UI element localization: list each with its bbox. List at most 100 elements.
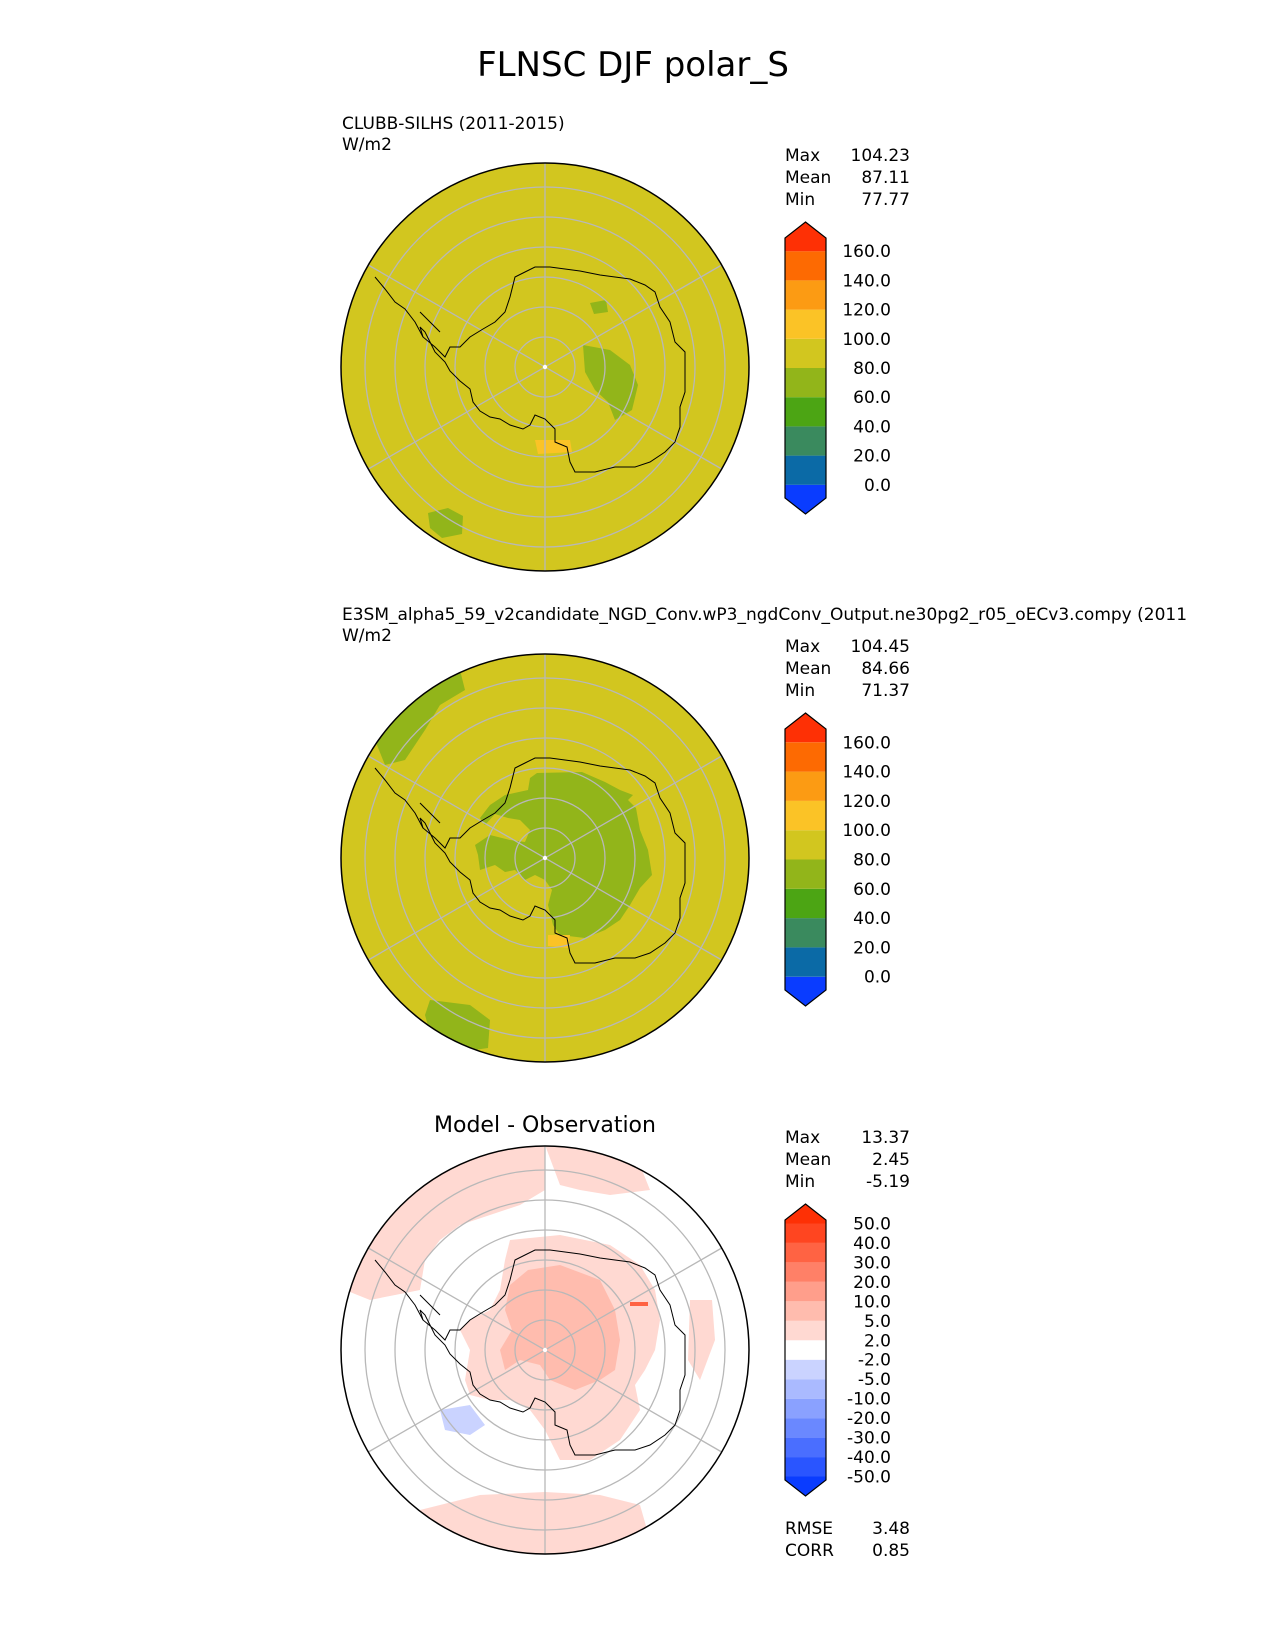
colorbar-tick-label: -10.0: [847, 1390, 891, 1410]
colorbar-segment: [785, 742, 826, 772]
stat-min-label: Min: [785, 1172, 815, 1192]
colorbar-segment: [785, 947, 826, 977]
panel-test-title: CLUBB-SILHS (2011-2015): [342, 114, 565, 134]
colorbar-tick-label: -2.0: [858, 1351, 891, 1371]
colorbar-segment: [785, 1262, 826, 1282]
colorbar-tick-label: 40.0: [853, 1234, 891, 1254]
colorbar-tick-label: 0.0: [864, 476, 891, 496]
colorbar-tick-label: 10.0: [853, 1292, 891, 1312]
stat-min-value: -5.19: [866, 1172, 910, 1192]
colorbar-tick-label: 5.0: [864, 1312, 891, 1332]
colorbar-outline: [784, 1203, 827, 1497]
colorbar-tick-label: 80.0: [853, 851, 891, 871]
colorbar-segment: [785, 1437, 826, 1458]
colorbar-segment: [785, 830, 826, 860]
colorbar-segment: [785, 484, 826, 514]
colorbar-tick-label: 40.0: [853, 417, 891, 437]
colorbar-tick-label: -30.0: [847, 1429, 891, 1449]
colorbar-segment: [785, 1476, 826, 1496]
colorbar-tick-label: 60.0: [853, 388, 891, 408]
metric-rmse-label: RMSE: [785, 1519, 833, 1539]
colorbar-tick-label: 120.0: [842, 301, 891, 321]
colorbar-segment: [785, 1457, 826, 1477]
colorbar-segment: [785, 338, 826, 368]
stat-min-label: Min: [785, 190, 815, 210]
colorbar-tick-label: 100.0: [842, 821, 891, 841]
stats-diff: Max 13.37 Mean 2.45 Min -5.19: [785, 1128, 910, 1192]
colorbar-tick-label: 40.0: [853, 909, 891, 929]
panel-diff: Model - Observation Max 13.37 Mean: [340, 1113, 910, 1561]
colorbar-tick-label: -20.0: [847, 1409, 891, 1429]
colorbar-segment: [785, 309, 826, 339]
panel-diff-title: Model - Observation: [434, 1113, 656, 1138]
colorbar-tick-label: -5.0: [858, 1370, 891, 1390]
panel-ref: E3SM_alpha5_59_v2candidate_NGD_Conv.wP3_…: [340, 605, 1187, 1063]
stat-min-value: 71.37: [861, 681, 910, 701]
colorbar-segment: [785, 918, 826, 948]
colorbar-segment: [785, 771, 826, 801]
colorbar-outline: [784, 221, 827, 515]
metric-rmse-value: 3.48: [872, 1519, 910, 1539]
colorbar-segment: [785, 251, 826, 281]
colorbar-segment: [785, 1320, 826, 1341]
colorbar-segment: [785, 1223, 826, 1243]
colorbar-tick-label: 20.0: [853, 1273, 891, 1293]
colorbar-segment: [785, 713, 826, 743]
map-diff: [341, 1146, 749, 1554]
map-diff-boundary: [340, 1145, 750, 1555]
colorbar-segment: [785, 1359, 826, 1380]
colorbar-tick-label: 140.0: [842, 271, 891, 291]
colorbar-tick-label: 160.0: [842, 242, 891, 262]
colorbar-segment: [785, 1379, 826, 1399]
stat-max-value: 13.37: [861, 1128, 910, 1148]
colorbar-segment: [785, 1340, 826, 1360]
panel-test-units: W/m2: [342, 135, 392, 155]
stat-mean-label: Mean: [785, 1150, 831, 1170]
colorbar-tick-label: 30.0: [853, 1253, 891, 1273]
stats-test: Max 104.23 Mean 87.11 Min 77.77: [785, 146, 910, 210]
panel-ref-units: W/m2: [342, 626, 392, 646]
stat-mean-label: Mean: [785, 168, 831, 188]
colorbar-segment: [785, 976, 826, 1006]
stat-mean-value: 2.45: [872, 1150, 910, 1170]
colorbar-segment: [785, 368, 826, 398]
colorbar-segment: [785, 426, 826, 456]
stat-min-label: Min: [785, 681, 815, 701]
colorbar-segment: [785, 1418, 826, 1438]
colorbar-tick-label: 50.0: [853, 1214, 891, 1234]
stat-mean-label: Mean: [785, 659, 831, 679]
colorbar-test: 160.0 140.0 120.0 100.0 80.0 60.0 40.0 20.0 0.0: [784, 221, 891, 515]
stat-max-label: Max: [785, 146, 820, 166]
panel-test: CLUBB-SILHS (2011-2015) W/m2 Max 104.23 …: [340, 114, 910, 572]
map-test: [341, 163, 749, 571]
figure-title: FLNSC DJF polar_S: [477, 45, 789, 85]
colorbar-tick-label: 120.0: [842, 792, 891, 812]
colorbar-diff: 50.040.030.020.010.05.02.0-2.0-5.0-10.0-…: [784, 1203, 891, 1497]
colorbar-ref: 160.0 140.0 120.0 100.0 80.0 60.0 40.0 20.0 0.0: [784, 712, 891, 1007]
colorbar-segment: [785, 1242, 826, 1263]
colorbar-tick-label: 160.0: [842, 733, 891, 753]
colorbar-tick-label: 0.0: [864, 968, 891, 988]
colorbar-segment: [785, 800, 826, 831]
colorbar-tick-label: -50.0: [847, 1468, 891, 1488]
stat-mean-value: 87.11: [861, 168, 910, 188]
panel-ref-title: E3SM_alpha5_59_v2candidate_NGD_Conv.wP3_…: [342, 605, 1187, 625]
colorbar-segment: [785, 397, 826, 427]
map-test-boundary: [340, 162, 750, 572]
colorbar-tick-label: 140.0: [842, 763, 891, 783]
colorbar-outline: [784, 712, 827, 1007]
stat-min-value: 77.77: [861, 190, 910, 210]
metric-corr-value: 0.85: [872, 1541, 910, 1561]
colorbar-segment: [785, 1281, 826, 1302]
colorbar-segment: [785, 1301, 826, 1321]
colorbar-tick-label: -40.0: [847, 1448, 891, 1468]
colorbar-tick-label: 20.0: [853, 938, 891, 958]
colorbar-tick-label: 60.0: [853, 880, 891, 900]
colorbar-segment: [785, 1398, 826, 1419]
stat-max-label: Max: [785, 1128, 820, 1148]
stat-max-value: 104.45: [851, 637, 910, 657]
colorbar-segment: [785, 1204, 826, 1224]
colorbar-segment: [785, 888, 826, 919]
colorbar-tick-label: 80.0: [853, 359, 891, 379]
